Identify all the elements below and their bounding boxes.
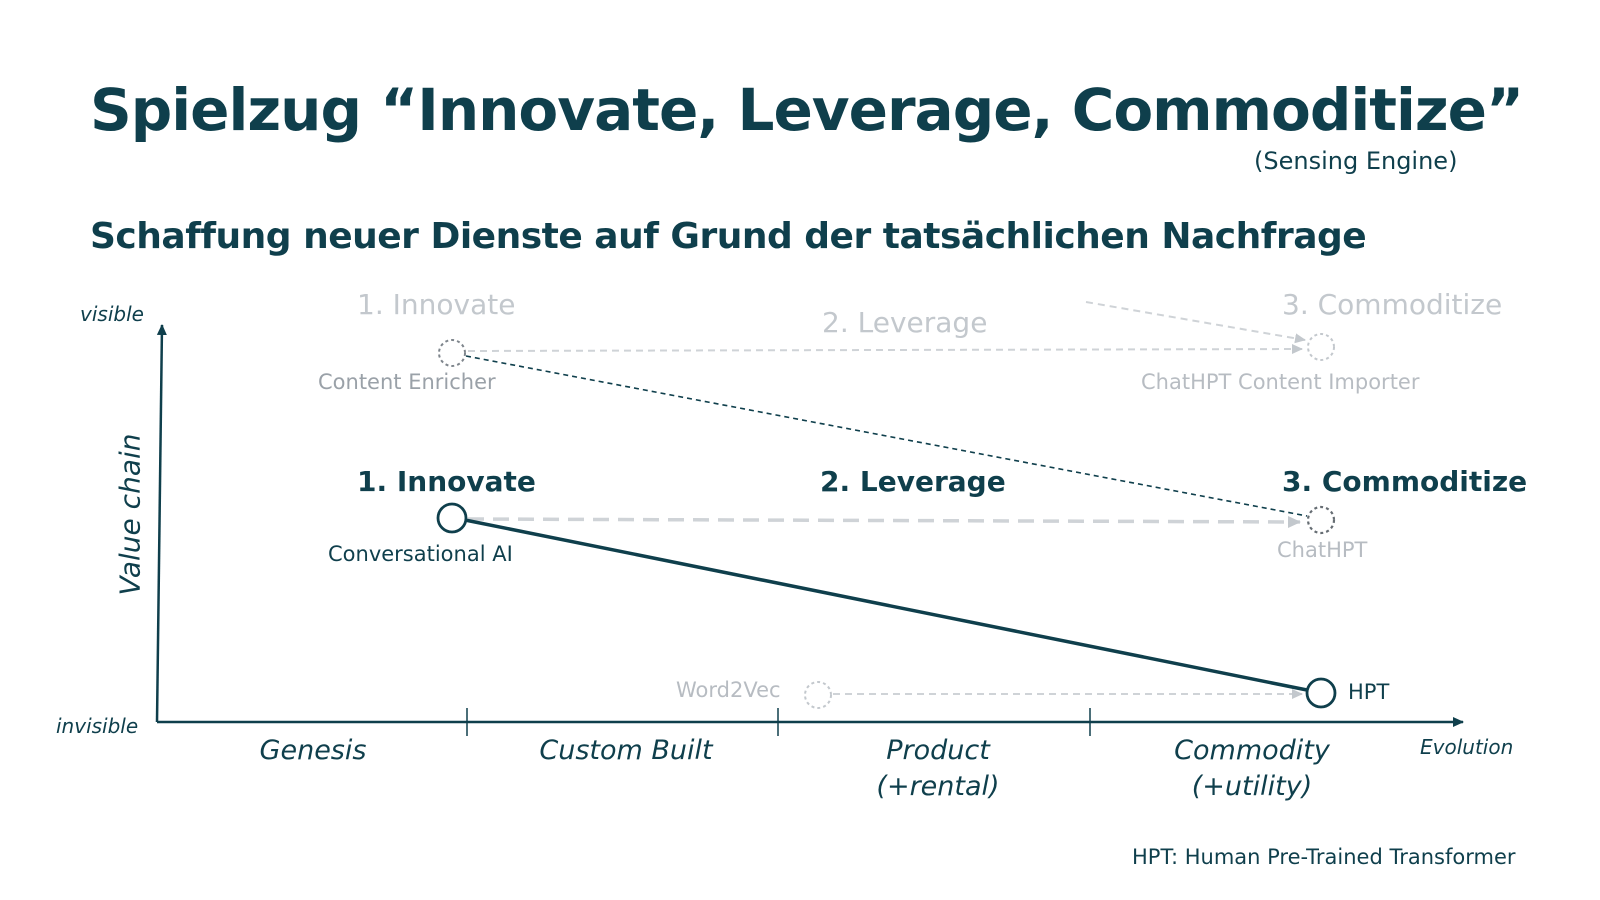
node-conversational-ai [436,502,468,534]
node-content-enricher [438,339,466,367]
phase-innovate: 1. Innovate [357,465,536,498]
stage-custom-built: Custom Built [496,733,756,769]
stage-genesis: Genesis [183,733,443,769]
stage-commodity: Commodity (+utility) [1122,733,1382,805]
enricher-to-chathpt-link [465,355,1308,517]
stage-genesis-label: Genesis [259,735,367,766]
stage-product: Product (+rental) [808,733,1068,805]
label-word2vec: Word2Vec [676,678,781,702]
stage-product-label: Product [886,735,990,766]
label-content-enricher: Content Enricher [318,370,496,394]
upper-commoditize-arrow [1085,301,1306,344]
label-chathpt: ChatHPT [1277,538,1368,562]
label-conversational-ai: Conversational AI [328,542,513,566]
upper-phase-innovate: 1. Innovate [357,288,516,321]
x-axis-label: Evolution [1420,735,1514,759]
y-axis-bottom-label: invisible [56,714,139,738]
slide-title: Spielzug “Innovate, Leverage, Commoditiz… [90,76,1524,144]
label-hpt: HPT [1348,680,1390,704]
middle-leverage-arrow [467,515,1301,528]
stage-custom-built-label: Custom Built [539,735,713,766]
node-hpt [1305,677,1337,709]
upper-phase-commoditize: 3. Commoditize [1282,288,1503,321]
stage-commodity-label: Commodity [1174,735,1330,766]
y-axis-title: Value chain [113,433,147,596]
y-axis-top-label: visible [80,302,144,326]
upper-phase-leverage: 2. Leverage [822,306,988,339]
node-word2vec [804,681,832,709]
node-chathpt [1306,505,1336,535]
phase-leverage: 2. Leverage [820,465,1006,498]
innovate-to-commodity-line [464,518,1308,692]
stage-commodity-sub: (+utility) [1191,771,1313,802]
subtitle-note: (Sensing Engine) [1254,147,1458,175]
phase-commoditize: 3. Commoditize [1282,465,1528,498]
stage-product-sub: (+rental) [876,771,1000,802]
label-chathpt-content-importer: ChatHPT Content Importer [1141,370,1420,394]
headline: Schaffung neuer Dienste auf Grund der ta… [90,216,1367,257]
upper-leverage-arrow [467,344,1303,355]
node-chathpt-content-importer [1307,333,1335,361]
footnote: HPT: Human Pre-Trained Transformer [1132,845,1516,869]
y-axis [155,324,167,723]
